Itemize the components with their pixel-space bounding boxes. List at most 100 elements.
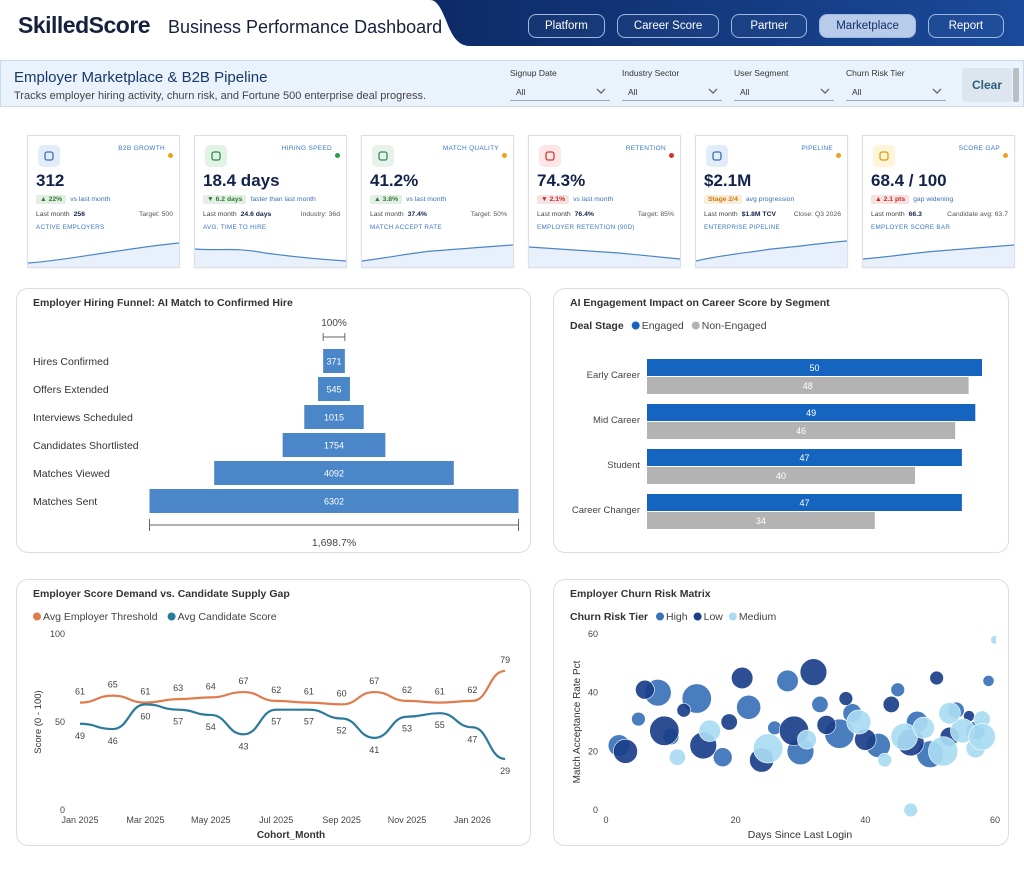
chevron — [596, 88, 606, 94]
value-label: 1015 — [324, 413, 344, 423]
icon-glyph — [44, 151, 54, 161]
filter: Signup Date All — [510, 68, 610, 101]
line — [79, 703, 506, 761]
kpi-note: faster than last month — [250, 196, 316, 203]
sparkline — [28, 242, 179, 267]
filter-select[interactable]: All — [622, 82, 722, 101]
funnel-bar — [282, 433, 386, 457]
y-tick-label: 40 — [588, 688, 598, 698]
bar — [647, 512, 875, 529]
kpi-icon — [38, 145, 60, 167]
spark-area — [696, 241, 847, 267]
nav-button[interactable]: Marketplace — [819, 14, 916, 38]
kpi-note: avg progression — [745, 196, 795, 203]
status-dot — [836, 153, 841, 158]
icon-glyph — [879, 151, 889, 161]
status-dot — [168, 153, 173, 158]
value-label: 63 — [173, 683, 183, 693]
x-tick-label: 20 — [731, 815, 741, 825]
kpi-footer: ACTIVE EMPLOYERS — [36, 224, 105, 231]
point — [799, 658, 828, 686]
value-label: 29 — [500, 766, 510, 776]
value-label: 49 — [806, 408, 816, 418]
kpi-last: Last month 24.6 days — [203, 211, 271, 218]
bar — [647, 377, 969, 394]
nav-button[interactable]: Partner — [731, 14, 808, 38]
point — [776, 669, 799, 693]
nav-button[interactable]: Report — [927, 14, 1004, 38]
nav-bar: Platform Career Score Partner Marketplace Re… — [528, 14, 1004, 38]
spark-line — [863, 244, 1014, 260]
value-label: 57 — [304, 717, 314, 727]
last-label: Last month — [370, 211, 404, 218]
kpi-delta-row: ▼ 2.1% vs last month — [537, 195, 613, 204]
kpi-icon — [205, 145, 227, 167]
point — [928, 736, 959, 767]
kpi-icon — [706, 145, 728, 167]
value-label: 61 — [435, 687, 445, 697]
value-label: 55 — [435, 720, 445, 730]
point — [631, 711, 646, 727]
chevron-path — [820, 88, 830, 94]
point — [676, 703, 692, 718]
value-label: 48 — [803, 381, 813, 391]
points — [607, 635, 996, 818]
value-label: 53 — [402, 724, 412, 734]
line-chart: Employer Score Demand vs. Candidate Supp… — [33, 588, 510, 841]
value-label: 40 — [776, 471, 786, 481]
scrollbar — [1013, 68, 1019, 102]
kpi-target: Candidate avg: 63.7 — [947, 211, 1008, 218]
point — [613, 738, 638, 764]
kpi-tag: SCORE GAP — [958, 145, 1000, 152]
nav-button[interactable]: Platform — [528, 14, 605, 38]
value-label: 54 — [206, 722, 216, 732]
kpi-tag: MATCH QUALITY — [442, 145, 499, 152]
value-label: 50 — [809, 363, 819, 373]
spark-line — [195, 248, 346, 262]
category-label: Matches Sent — [33, 496, 97, 508]
point — [890, 682, 905, 697]
category-label: Career Changer — [572, 505, 640, 516]
value-label: 60 — [140, 711, 150, 721]
y-axis-label: Score (0 - 100) — [33, 690, 44, 753]
legend-swatch — [691, 321, 700, 330]
scatter-chart: Employer Churn Risk Matrix Churn Risk Ti… — [570, 588, 1000, 841]
kpi-delta: ▲ 2.1 pts — [871, 195, 910, 204]
icon-glyph — [712, 151, 722, 161]
value-label: 46 — [796, 426, 806, 436]
last-label: Last month — [704, 211, 738, 218]
clear-button[interactable]: Clear — [962, 68, 1012, 102]
value-label: 371 — [326, 357, 341, 367]
point — [668, 748, 686, 766]
kpi-value: 18.4 days — [203, 171, 280, 190]
chart-title: Employer Hiring Funnel: AI Match to Conf… — [33, 297, 293, 309]
spark-line — [529, 246, 680, 260]
spark-area — [28, 243, 179, 267]
sparkline — [696, 240, 847, 267]
kpi-note: gap widening — [913, 196, 954, 203]
panel: AI Engagement Impact on Career Score by … — [553, 288, 1009, 553]
value-label: 60 — [337, 688, 347, 698]
kpi-card: MATCH QUALITY 41.2% ▲ 3.8% vs last month Las… — [361, 135, 514, 268]
legend-label: Engaged — [642, 320, 684, 332]
kpi-tag: PIPELINE — [801, 145, 833, 152]
filter-select[interactable]: All — [734, 82, 834, 101]
bar — [647, 359, 982, 376]
spark-area — [362, 245, 513, 267]
kpi-value: 41.2% — [370, 171, 419, 190]
value-label: 34 — [756, 516, 766, 526]
point — [968, 722, 996, 751]
x-tick-label: Jan 2026 — [454, 815, 491, 825]
filter-select[interactable]: All — [510, 82, 610, 101]
value-label: 67 — [369, 676, 379, 686]
filter-select[interactable]: All — [846, 82, 946, 101]
legend-title: Churn Risk Tier — [570, 611, 648, 623]
spark-line — [28, 242, 179, 264]
filter-value: All — [516, 87, 526, 97]
kpi-card: B2B GROWTH 312 ▲ 22% vs last month Last mont… — [27, 135, 180, 268]
point — [635, 679, 655, 700]
filter-value: All — [852, 87, 862, 97]
nav-button[interactable]: Career Score — [616, 14, 720, 38]
kpi-delta: ▲ 22% — [36, 195, 67, 204]
chart-title: Employer Score Demand vs. Candidate Supp… — [33, 588, 290, 600]
